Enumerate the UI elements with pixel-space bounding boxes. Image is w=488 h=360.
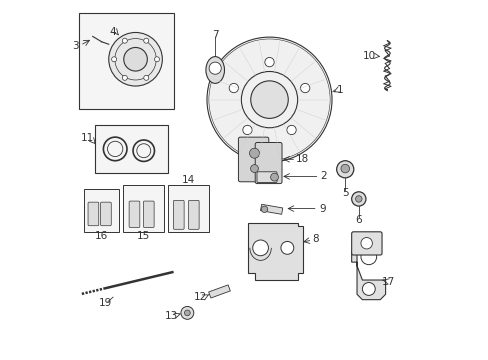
Polygon shape	[351, 251, 385, 300]
FancyBboxPatch shape	[129, 201, 140, 228]
Circle shape	[250, 81, 287, 118]
Text: 5: 5	[341, 188, 348, 198]
FancyBboxPatch shape	[255, 143, 282, 184]
Circle shape	[270, 173, 278, 181]
Circle shape	[355, 196, 361, 202]
Bar	[80, 13, 174, 109]
Circle shape	[209, 62, 221, 74]
Bar	[167, 185, 208, 232]
Circle shape	[184, 310, 190, 316]
FancyBboxPatch shape	[257, 172, 276, 183]
Circle shape	[362, 283, 374, 296]
Text: 12: 12	[193, 292, 206, 302]
Circle shape	[340, 164, 349, 173]
Text: 19: 19	[99, 298, 112, 308]
FancyBboxPatch shape	[143, 201, 154, 228]
Circle shape	[181, 306, 193, 319]
Circle shape	[243, 125, 252, 135]
Ellipse shape	[205, 57, 224, 84]
Text: 11: 11	[81, 133, 94, 143]
Circle shape	[264, 58, 274, 67]
Circle shape	[123, 48, 147, 71]
Text: 14: 14	[181, 175, 194, 185]
Text: 7: 7	[211, 30, 218, 40]
Text: 1: 1	[336, 85, 343, 95]
Bar	[83, 189, 119, 232]
Text: 16: 16	[95, 231, 108, 242]
Bar	[95, 125, 168, 173]
Circle shape	[250, 165, 258, 172]
Circle shape	[154, 57, 159, 62]
Circle shape	[143, 38, 148, 43]
Circle shape	[336, 161, 353, 178]
FancyBboxPatch shape	[173, 201, 184, 229]
Text: 10: 10	[362, 51, 375, 61]
Circle shape	[300, 84, 309, 93]
Circle shape	[229, 84, 238, 93]
Circle shape	[108, 32, 162, 86]
Text: 18: 18	[295, 154, 308, 163]
Bar	[123, 185, 164, 232]
Polygon shape	[208, 285, 230, 298]
Text: 2: 2	[320, 171, 326, 181]
Circle shape	[351, 192, 365, 206]
Polygon shape	[260, 204, 282, 214]
Circle shape	[111, 57, 116, 62]
Circle shape	[281, 242, 293, 254]
Polygon shape	[247, 223, 303, 280]
Text: 4: 4	[109, 27, 115, 37]
Text: 6: 6	[355, 215, 362, 225]
Circle shape	[143, 75, 148, 80]
Circle shape	[286, 125, 296, 135]
Text: 8: 8	[312, 234, 319, 244]
Circle shape	[252, 240, 268, 256]
Circle shape	[241, 72, 297, 128]
Text: 15: 15	[137, 231, 150, 242]
FancyBboxPatch shape	[88, 202, 99, 226]
FancyBboxPatch shape	[188, 201, 199, 229]
FancyBboxPatch shape	[238, 137, 268, 182]
Circle shape	[249, 148, 259, 158]
Circle shape	[360, 238, 372, 249]
Text: 9: 9	[318, 203, 325, 213]
Circle shape	[122, 75, 127, 80]
FancyBboxPatch shape	[101, 202, 111, 226]
Circle shape	[261, 206, 267, 212]
Text: 17: 17	[381, 277, 394, 287]
Text: 3: 3	[72, 41, 79, 51]
Circle shape	[360, 249, 376, 265]
Circle shape	[122, 38, 127, 43]
Circle shape	[206, 37, 331, 162]
Text: 13: 13	[164, 311, 178, 321]
FancyBboxPatch shape	[351, 232, 381, 255]
